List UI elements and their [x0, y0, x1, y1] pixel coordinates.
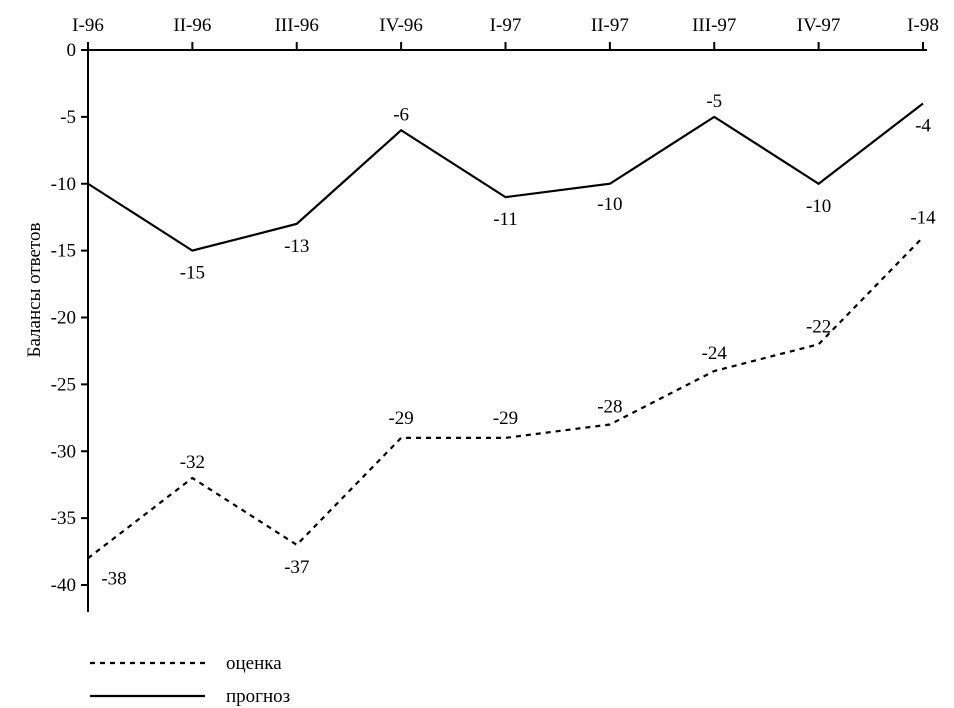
- x-tick-label: I-96: [72, 15, 104, 36]
- y-tick-label: -30: [51, 441, 76, 462]
- y-tick-label: -10: [51, 174, 76, 195]
- series-line-estimate: [87, 236, 924, 560]
- data-label-estimate: -14: [910, 207, 936, 228]
- y-tick-label: -25: [51, 374, 76, 395]
- series-lines: [87, 102, 924, 560]
- x-tick-label: I-97: [490, 15, 522, 36]
- y-axis: 0 -5 -10 -15 -20 -25 -30 -35 -40: [51, 40, 89, 612]
- y-axis-title: Балансы ответов: [24, 223, 45, 358]
- x-axis: I-96 II-96 III-96 IV-96 I-97 II-97 III-97 IV-97…: [72, 15, 939, 51]
- y-tick-label: -5: [60, 107, 76, 128]
- data-label-forecast: -11: [493, 209, 518, 230]
- legend-label: прогноз: [226, 686, 290, 707]
- legend: оценка прогноз: [90, 653, 290, 707]
- y-tick-label: -40: [51, 575, 76, 596]
- data-label-forecast: -10: [597, 194, 622, 215]
- data-label-estimate: -29: [493, 408, 518, 429]
- x-tick-label: IV-96: [379, 15, 423, 36]
- x-tick-label: IV-97: [797, 15, 841, 36]
- data-label-forecast: -15: [180, 263, 205, 284]
- data-label-estimate: -32: [180, 452, 205, 473]
- data-label-estimate: -37: [284, 557, 309, 578]
- legend-label: оценка: [226, 653, 282, 674]
- data-label-forecast: -6: [393, 104, 409, 125]
- data-label-estimate: -24: [702, 343, 728, 364]
- data-label-forecast: -10: [806, 196, 831, 217]
- x-tick-label: II-97: [591, 15, 629, 36]
- y-tick-label: -20: [51, 308, 76, 329]
- data-label-estimate: -38: [101, 568, 126, 589]
- data-label-forecast: -13: [284, 236, 309, 257]
- series-line-forecast: [87, 102, 924, 252]
- x-tick-label: II-96: [173, 15, 211, 36]
- data-label-estimate: -29: [388, 408, 413, 429]
- data-label-estimate: -28: [597, 397, 622, 418]
- x-tick-label: III-97: [692, 15, 736, 36]
- y-tick-label: -35: [51, 508, 76, 529]
- x-tick-label: I-98: [907, 15, 939, 36]
- y-tick-label: -15: [51, 241, 76, 262]
- data-label-forecast: -5: [706, 91, 722, 112]
- y-tick-label: 0: [67, 40, 77, 61]
- data-labels: -15 -13 -6 -11 -10 -5 -10 -4 -38 -32 -37 -29 -29 -28 -…: [101, 91, 936, 589]
- data-label-forecast: -4: [915, 116, 931, 137]
- x-tick-label: III-96: [275, 15, 319, 36]
- data-label-estimate: -22: [806, 316, 831, 337]
